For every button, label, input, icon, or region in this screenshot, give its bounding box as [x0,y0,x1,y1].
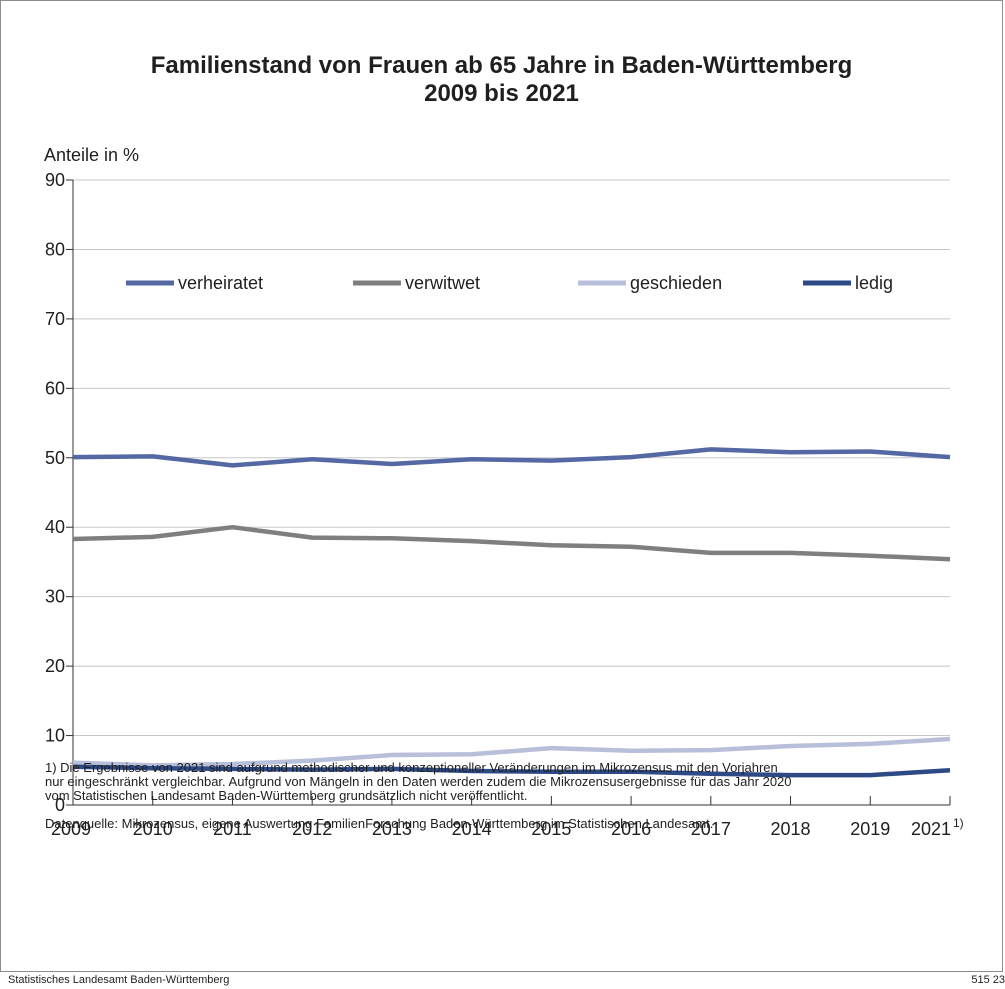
legend: verheiratet verwitwet geschieden ledig [126,273,893,293]
x-axis: 2009 2010 2011 2012 2013 2014 2015 2016 2017 2018… [51,796,964,839]
chart-subtitle: 2009 bis 2021 [424,80,579,107]
chart-title: Familienstand von Frauen ab 65 Jahre in … [150,52,853,79]
x-tick-label: 2012 [292,819,332,839]
x-tick-label: 2013 [372,819,412,839]
x-tick-label: 2019 [850,819,890,839]
y-tick-label: 10 [45,726,65,746]
data-source: Datenquelle: Mikrozensus, eigene Auswert… [45,816,714,831]
line-chart: 0 10 20 30 40 50 60 70 80 90 2009 2010 2011 2012 2013… [44,145,964,839]
footnote-line: 1) Die Ergebnisse von 2021 sind aufgrund… [45,760,778,775]
legend-label: ledig [855,273,893,293]
footnote-line: vom Statistischen Landesamt Baden-Württe… [45,788,528,803]
series-lines [72,447,951,778]
x-tick-label: 2021 [911,819,951,839]
y-tick-label: 30 [45,587,65,607]
y-axis-label: Anteile in % [44,145,139,165]
y-tick-label: 90 [45,170,65,190]
footnote-marker: 1) [953,816,964,830]
series-line-geschieden [72,736,951,768]
legend-label: verwitwet [405,273,480,293]
y-tick-label: 70 [45,309,65,329]
publisher-label: Statistisches Landesamt Baden-Württember… [8,974,230,986]
series-line-ledig [72,764,951,778]
footnote-line: nur eingeschränkt vergleichbar. Aufgrund… [45,774,792,789]
x-tick-label: 2015 [531,819,571,839]
y-tick-label: 20 [45,656,65,676]
x-tick-label: 2011 [213,819,252,839]
x-tick-label: 2017 [691,819,731,839]
legend-label: verheiratet [178,273,263,293]
x-tick-label: 2018 [771,819,811,839]
x-tick-label: 2009 [51,819,91,839]
footnote: 1) Die Ergebnisse von 2021 sind aufgrund… [45,761,985,803]
y-tick-label: 60 [45,378,65,398]
series-line-verwitwet [72,524,951,562]
y-tick-label: 0 [55,795,65,815]
x-tick-label: 2016 [611,819,651,839]
y-tick-label: 80 [45,239,65,259]
series-line-verheiratet [72,447,951,468]
x-tick-label: 2010 [133,819,173,839]
y-tick-label: 50 [45,448,65,468]
chart-code: 515 23 [971,974,1005,986]
y-axis: 0 10 20 30 40 50 60 70 80 90 [45,170,74,815]
y-tick-label: 40 [45,517,65,537]
x-tick-label: 2014 [452,819,492,839]
legend-label: geschieden [630,273,722,293]
grid-lines [73,179,950,737]
